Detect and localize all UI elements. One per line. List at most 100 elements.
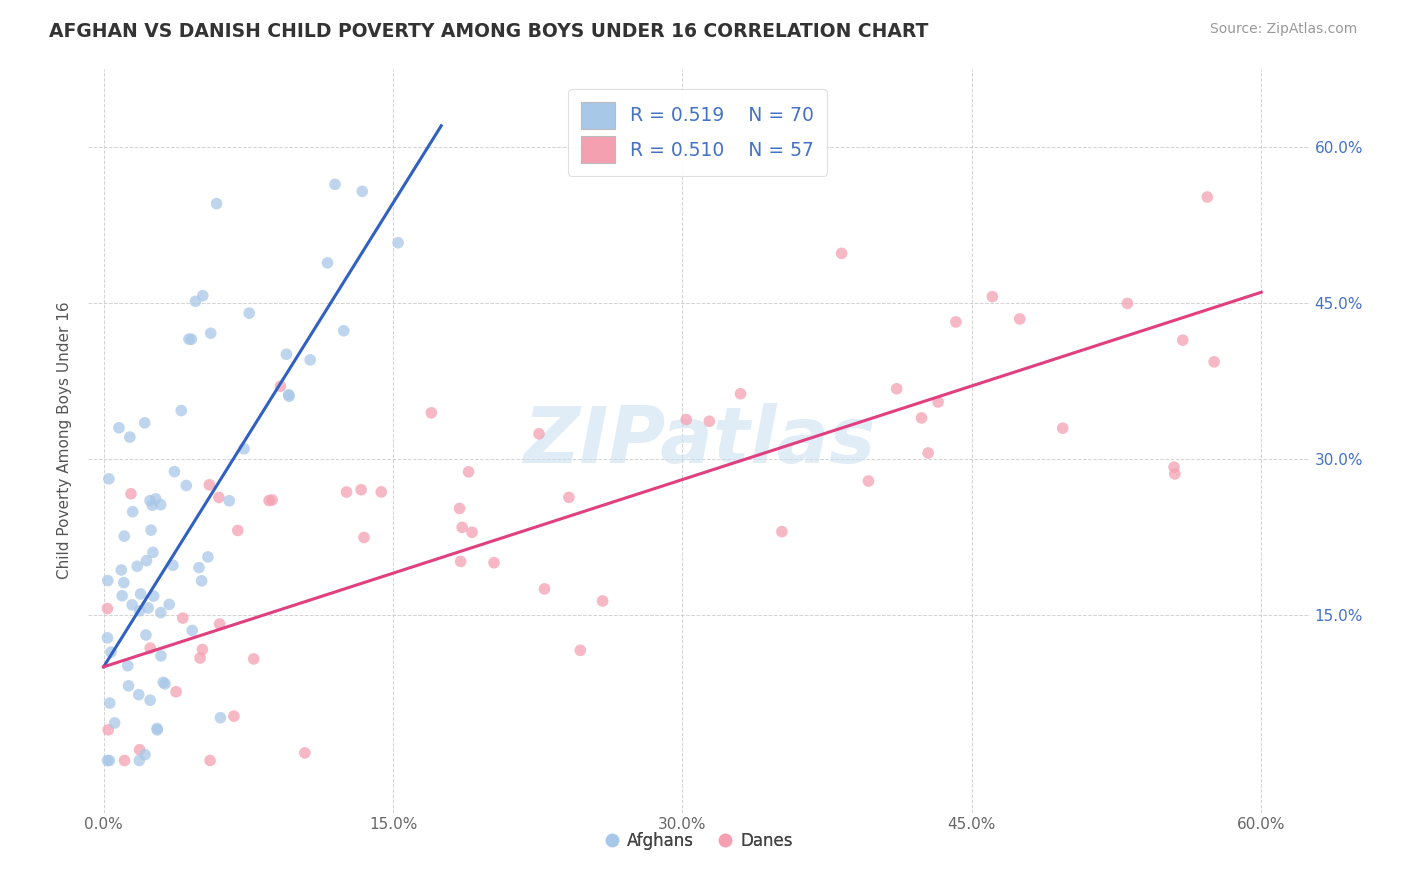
Point xyxy=(96,754,118,768)
Point xyxy=(112,529,135,543)
Point xyxy=(163,465,186,479)
Point xyxy=(451,520,474,534)
Point xyxy=(114,754,136,768)
Point xyxy=(97,574,120,588)
Point xyxy=(527,426,550,441)
Point xyxy=(139,523,162,537)
Point xyxy=(141,498,163,512)
Point xyxy=(482,556,505,570)
Point xyxy=(1008,312,1031,326)
Point xyxy=(121,505,143,519)
Point xyxy=(98,696,121,710)
Point xyxy=(135,554,157,568)
Point xyxy=(98,754,121,768)
Point xyxy=(97,472,120,486)
Text: AFGHAN VS DANISH CHILD POVERTY AMONG BOYS UNDER 16 CORRELATION CHART: AFGHAN VS DANISH CHILD POVERTY AMONG BOY… xyxy=(49,22,928,41)
Point xyxy=(108,421,131,435)
Point xyxy=(139,493,162,508)
Point xyxy=(117,679,139,693)
Point xyxy=(730,386,752,401)
Point xyxy=(198,477,221,491)
Point xyxy=(170,403,193,417)
Point xyxy=(190,574,212,588)
Point xyxy=(886,382,908,396)
Point xyxy=(262,492,284,507)
Point xyxy=(981,290,1004,304)
Point xyxy=(142,545,165,559)
Point xyxy=(1116,296,1139,310)
Point xyxy=(110,563,132,577)
Point xyxy=(162,558,184,573)
Point xyxy=(146,723,169,737)
Point xyxy=(299,352,322,367)
Point xyxy=(1052,421,1074,435)
Point xyxy=(294,746,316,760)
Point xyxy=(172,611,194,625)
Point xyxy=(188,560,211,574)
Point xyxy=(675,412,697,426)
Point xyxy=(945,315,967,329)
Point xyxy=(197,549,219,564)
Point xyxy=(188,651,211,665)
Point xyxy=(233,442,256,456)
Point xyxy=(592,594,614,608)
Point xyxy=(149,498,172,512)
Point xyxy=(134,747,156,762)
Point xyxy=(569,643,592,657)
Point xyxy=(152,675,174,690)
Point xyxy=(112,575,135,590)
Point xyxy=(238,306,260,320)
Point xyxy=(335,485,357,500)
Text: Source: ZipAtlas.com: Source: ZipAtlas.com xyxy=(1209,22,1357,37)
Point xyxy=(332,324,354,338)
Point xyxy=(134,416,156,430)
Point xyxy=(149,606,172,620)
Point xyxy=(145,491,167,506)
Point xyxy=(1204,355,1226,369)
Point xyxy=(96,601,118,615)
Point xyxy=(128,604,150,618)
Point xyxy=(226,524,249,538)
Point xyxy=(191,288,214,302)
Point xyxy=(831,246,853,260)
Legend: Afghans, Danes: Afghans, Danes xyxy=(598,825,800,856)
Point xyxy=(257,493,280,508)
Point xyxy=(177,332,200,346)
Point xyxy=(277,387,299,401)
Point xyxy=(208,491,231,505)
Point xyxy=(461,525,484,540)
Point xyxy=(111,589,134,603)
Point xyxy=(353,531,375,545)
Point xyxy=(129,587,152,601)
Point xyxy=(222,709,245,723)
Point xyxy=(136,601,159,615)
Point xyxy=(117,658,139,673)
Point xyxy=(180,332,202,346)
Point xyxy=(910,411,932,425)
Point xyxy=(191,642,214,657)
Point xyxy=(104,715,127,730)
Point xyxy=(533,582,555,596)
Point xyxy=(350,483,373,497)
Point xyxy=(269,379,291,393)
Point xyxy=(450,554,472,568)
Point xyxy=(917,446,939,460)
Point xyxy=(218,493,240,508)
Point xyxy=(135,628,157,642)
Point xyxy=(97,723,120,737)
Point xyxy=(858,474,880,488)
Point xyxy=(558,491,581,505)
Point xyxy=(770,524,793,539)
Point xyxy=(352,184,374,198)
Point xyxy=(146,722,169,736)
Point xyxy=(276,347,298,361)
Point xyxy=(118,430,141,444)
Point xyxy=(205,196,228,211)
Point xyxy=(121,598,143,612)
Y-axis label: Child Poverty Among Boys Under 16: Child Poverty Among Boys Under 16 xyxy=(58,301,72,579)
Point xyxy=(420,406,443,420)
Point xyxy=(165,684,187,698)
Point xyxy=(316,256,339,270)
Point xyxy=(387,235,409,250)
Point xyxy=(127,559,149,574)
